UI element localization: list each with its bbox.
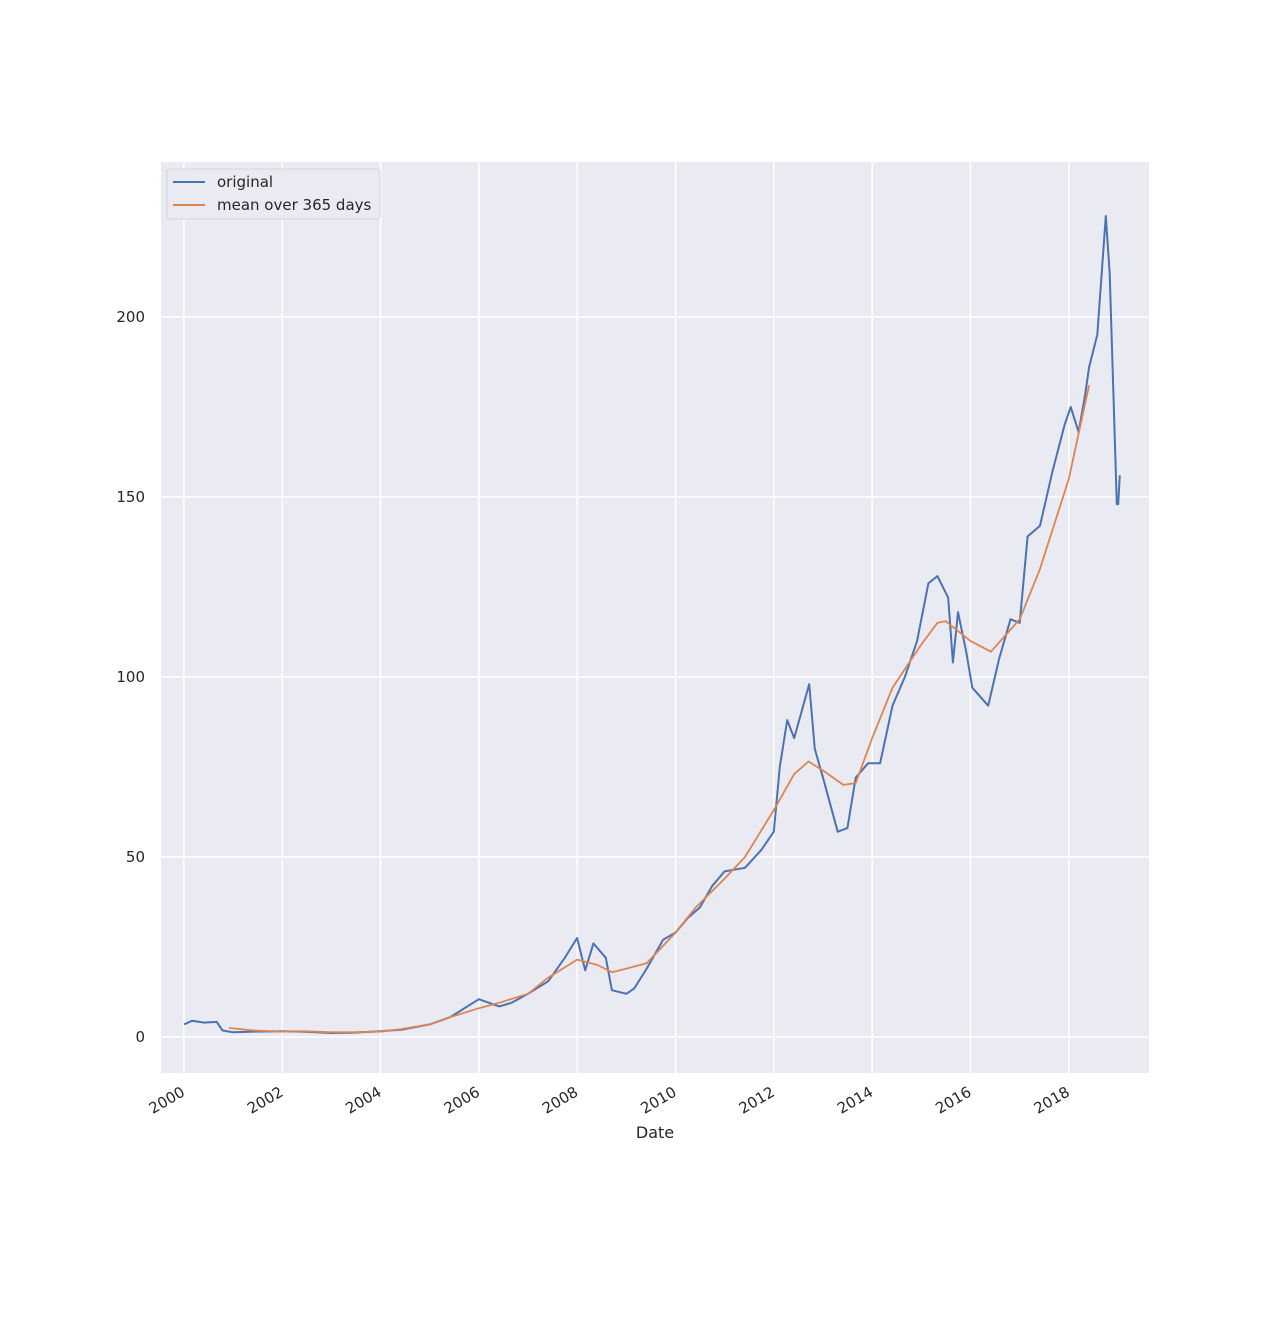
y-tick-label: 200 (116, 308, 145, 326)
x-tick-label: 2016 (932, 1083, 974, 1118)
x-tick-labels: 2000 2002 2004 2006 2008 2010 2012 2014 2016 2018 (146, 1083, 1073, 1118)
y-tick-label: 150 (116, 488, 145, 506)
y-tick-label: 50 (126, 848, 145, 866)
x-tick-label: 2000 (146, 1083, 188, 1118)
grid-x (183, 162, 1070, 1073)
legend-label: mean over 365 days (217, 196, 372, 214)
series-line-rolling-mean (228, 385, 1090, 1034)
x-tick-label: 2014 (834, 1083, 876, 1118)
y-tick-label: 100 (116, 668, 145, 686)
x-tick-label: 2018 (1031, 1083, 1073, 1118)
x-tick-label: 2004 (342, 1083, 384, 1118)
x-tick-label: 2006 (441, 1083, 483, 1118)
grid-y (161, 316, 1149, 1038)
y-tick-label: 0 (135, 1028, 145, 1046)
x-tick-label: 2008 (539, 1083, 581, 1118)
x-tick-label: 2012 (736, 1083, 778, 1118)
legend-label: original (217, 173, 273, 191)
series-layer (183, 215, 1121, 1034)
y-tick-labels: 0 50 100 150 200 (116, 308, 145, 1046)
x-axis-label: Date (636, 1123, 674, 1142)
plot-background (161, 162, 1149, 1073)
x-tick-label: 2002 (244, 1083, 286, 1118)
legend: original mean over 365 days (166, 168, 381, 220)
legend-frame (166, 168, 381, 220)
x-tick-label: 2010 (637, 1083, 679, 1118)
